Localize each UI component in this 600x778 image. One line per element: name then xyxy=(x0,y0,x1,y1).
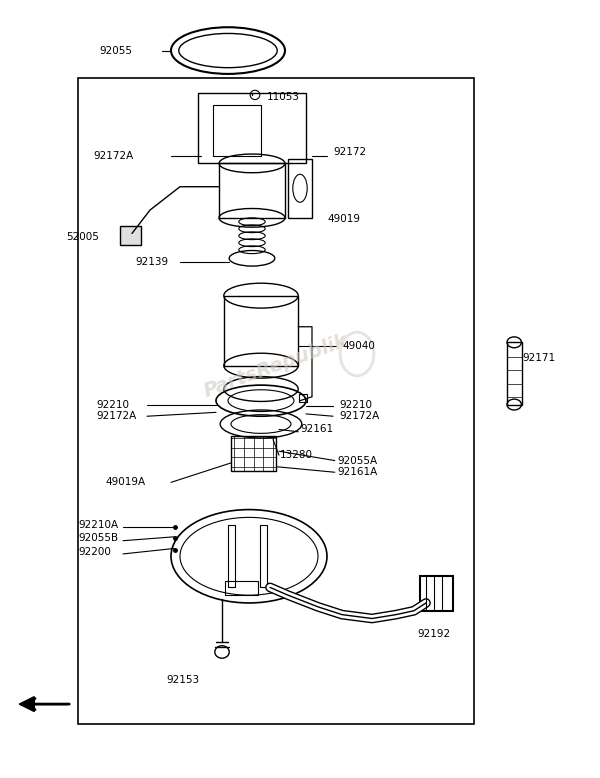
Text: 92210A: 92210A xyxy=(78,520,118,530)
Text: 92192: 92192 xyxy=(417,629,450,639)
Text: 92055B: 92055B xyxy=(78,534,118,543)
Text: 11053: 11053 xyxy=(267,93,300,102)
Text: 92172A: 92172A xyxy=(339,412,379,421)
Bar xyxy=(213,105,261,156)
Bar xyxy=(288,159,312,218)
Bar xyxy=(260,525,267,587)
Text: 92161: 92161 xyxy=(300,425,333,434)
Text: 92055: 92055 xyxy=(99,46,132,55)
Text: 49019A: 49019A xyxy=(105,478,145,487)
Text: 92153: 92153 xyxy=(167,675,200,685)
Text: 13280: 13280 xyxy=(280,450,313,460)
Bar xyxy=(228,525,235,587)
Text: PartsRepublik: PartsRepublik xyxy=(201,331,351,401)
Text: 92139: 92139 xyxy=(135,258,168,267)
Text: 92172: 92172 xyxy=(333,147,366,156)
Bar xyxy=(198,93,306,163)
Text: 92210: 92210 xyxy=(96,400,129,409)
Text: 52005: 52005 xyxy=(66,233,99,242)
Text: 92210: 92210 xyxy=(339,400,372,409)
Bar xyxy=(78,78,474,724)
Bar xyxy=(420,576,453,611)
Text: 92200: 92200 xyxy=(78,548,111,557)
Bar xyxy=(219,163,285,218)
Bar xyxy=(120,226,141,245)
Text: 92172A: 92172A xyxy=(93,151,133,160)
Text: 49019: 49019 xyxy=(327,215,360,224)
Text: 49040: 49040 xyxy=(342,342,375,351)
Text: 92055A: 92055A xyxy=(337,456,377,465)
Bar xyxy=(225,581,258,595)
Bar xyxy=(231,436,276,471)
Text: 92171: 92171 xyxy=(522,353,555,363)
Bar xyxy=(299,394,307,402)
Bar xyxy=(507,342,522,405)
Text: 92172A: 92172A xyxy=(96,412,136,421)
Text: 92161A: 92161A xyxy=(337,468,377,477)
Bar xyxy=(224,296,298,366)
